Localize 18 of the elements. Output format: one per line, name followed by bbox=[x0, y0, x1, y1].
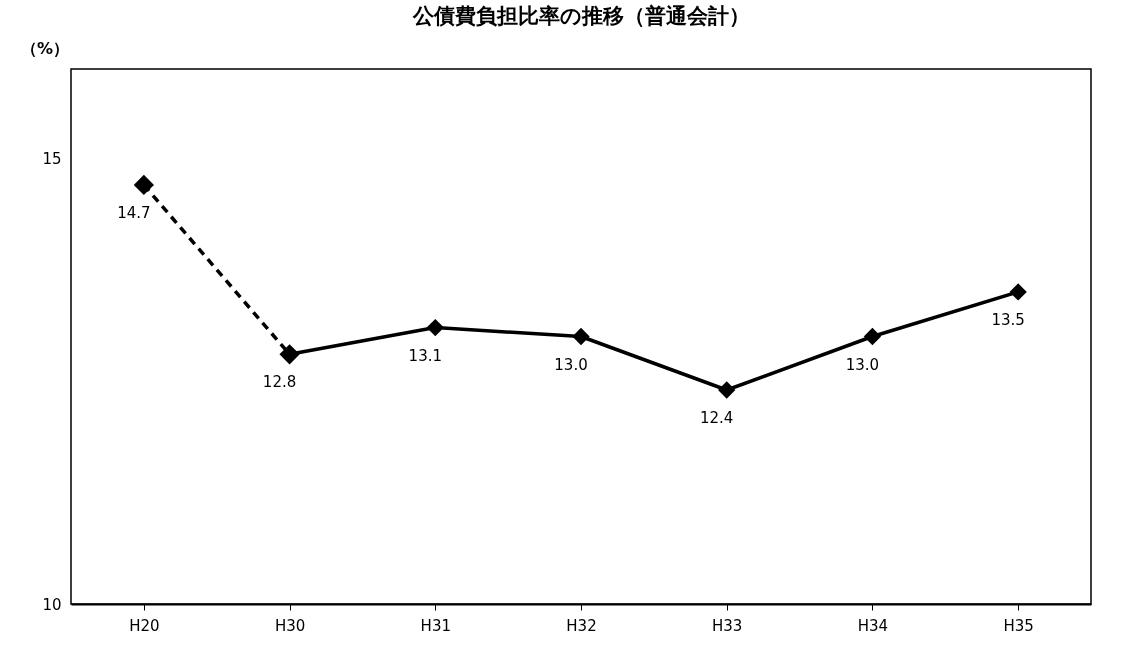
data-label: 13.1 bbox=[408, 346, 442, 365]
data-label: 14.7 bbox=[117, 203, 151, 222]
y-axis-title: （%） bbox=[20, 39, 69, 58]
x-tick-label: H35 bbox=[1003, 616, 1034, 635]
data-label: 13.0 bbox=[845, 355, 880, 374]
data-label: 12.8 bbox=[262, 373, 297, 392]
data-label: 13.0 bbox=[554, 355, 588, 374]
x-tick-label: H32 bbox=[566, 616, 597, 635]
x-tick-label: H20 bbox=[129, 616, 160, 635]
x-tick-label: H30 bbox=[274, 616, 306, 635]
x-tick-label: H33 bbox=[712, 616, 743, 635]
y-tick-label: 15 bbox=[42, 149, 62, 168]
data-label: 12.4 bbox=[700, 409, 734, 427]
x-tick-label: H34 bbox=[857, 616, 889, 635]
y-tick-label: 10 bbox=[42, 595, 62, 614]
data-label: 13.5 bbox=[991, 310, 1025, 329]
chart-title: 公債費負担比率の推移（普通会計） bbox=[411, 4, 750, 28]
x-tick-label: H31 bbox=[420, 616, 451, 635]
